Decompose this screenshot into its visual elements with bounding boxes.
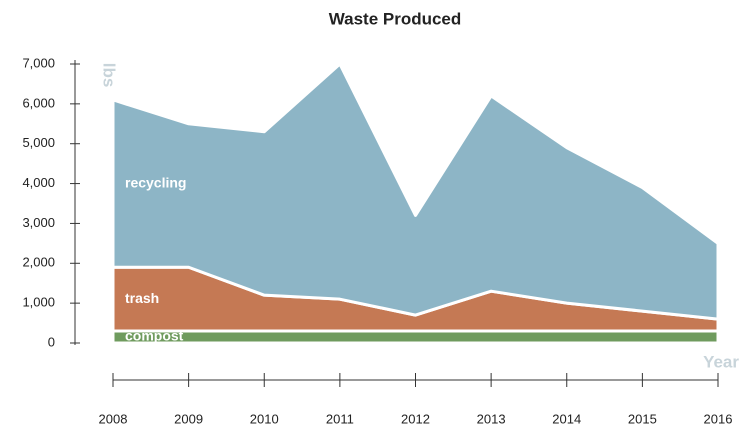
x-tick-label: 2009: [174, 411, 203, 426]
y-tick-label: 0: [48, 334, 55, 349]
x-axis-label: Year: [703, 352, 739, 371]
x-tick-label: 2013: [477, 411, 506, 426]
x-tick-label: 2008: [99, 411, 128, 426]
x-tick-label: 2011: [326, 411, 354, 426]
y-tick-label: 4,000: [22, 175, 55, 190]
x-tick-label: 2016: [704, 411, 733, 426]
series-label: compost: [125, 328, 184, 344]
x-tick-label: 2015: [628, 411, 657, 426]
y-tick-label: 2,000: [22, 255, 55, 270]
chart-title: Waste Produced: [329, 9, 462, 28]
y-tick-label: 6,000: [22, 95, 55, 110]
series-label: trash: [125, 290, 159, 306]
x-tick-label: 2010: [250, 411, 279, 426]
y-tick-label: 3,000: [22, 215, 55, 230]
x-tick-label: 2012: [401, 411, 430, 426]
area: [111, 62, 720, 321]
y-tick-label: 1,000: [22, 295, 55, 310]
y-axis-label: lbs: [100, 63, 119, 88]
area: [111, 329, 720, 345]
y-tick-label: 5,000: [22, 135, 55, 150]
x-tick-label: 2014: [552, 411, 581, 426]
y-tick-label: 7,000: [22, 55, 55, 70]
series-label: recycling: [125, 174, 186, 190]
